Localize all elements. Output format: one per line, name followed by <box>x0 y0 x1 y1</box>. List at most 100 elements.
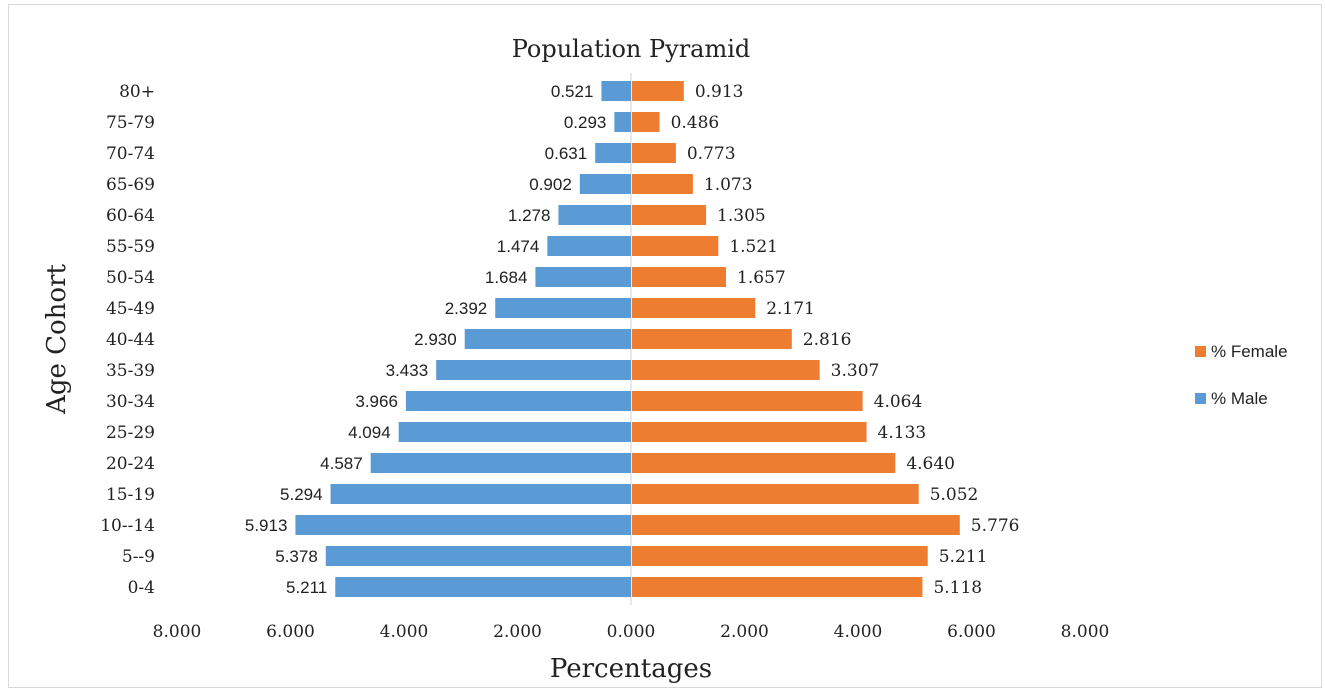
female-bar <box>632 422 867 442</box>
category-label: 35-39 <box>106 361 155 381</box>
x-tick-label: 6.000 <box>266 622 315 642</box>
male-data-label: 5.211 <box>286 578 327 597</box>
female-bar <box>632 143 676 163</box>
male-data-label: 4.094 <box>348 423 391 442</box>
female-data-label: 2.816 <box>803 330 852 350</box>
category-label: 20-24 <box>106 454 155 474</box>
chart-frame: Population Pyramid 80+ 0.521 0.913 75-79 0.29… <box>8 4 1322 688</box>
male-data-label: 1.474 <box>497 237 540 256</box>
female-data-label: 4.133 <box>878 423 927 443</box>
category-label: 80+ <box>119 82 155 102</box>
female-data-label: 1.521 <box>729 237 778 257</box>
male-bar <box>295 515 631 535</box>
male-data-label: 1.684 <box>485 268 528 287</box>
population-pyramid-chart: Population Pyramid 80+ 0.521 0.913 75-79 0.29… <box>42 35 1288 684</box>
chart-title: Population Pyramid <box>512 35 751 63</box>
male-data-label: 0.902 <box>529 175 572 194</box>
category-label: 65-69 <box>106 175 155 195</box>
male-data-label: 5.378 <box>275 547 318 566</box>
x-tick-label: 8.000 <box>153 622 202 642</box>
female-data-label: 5.118 <box>933 578 982 598</box>
category-label: 70-74 <box>106 144 155 164</box>
x-tick-label: 8.000 <box>1061 622 1110 642</box>
category-label: 45-49 <box>106 299 155 319</box>
x-tick-label: 0.000 <box>607 622 656 642</box>
male-bar <box>558 205 631 225</box>
male-bar <box>464 329 631 349</box>
category-label: 10--14 <box>100 516 155 536</box>
female-bar <box>632 329 792 349</box>
female-data-label: 0.913 <box>695 82 744 102</box>
female-bar <box>632 546 928 566</box>
x-tick-label: 4.000 <box>380 622 429 642</box>
x-tick-label: 6.000 <box>947 622 996 642</box>
female-data-label: 5.776 <box>971 516 1020 536</box>
male-data-label: 0.631 <box>545 144 588 163</box>
category-label: 40-44 <box>106 330 155 350</box>
female-data-label: 4.640 <box>906 454 955 474</box>
male-bar <box>595 143 631 163</box>
male-bar <box>535 267 631 287</box>
male-bar <box>547 236 631 256</box>
male-data-label: 0.293 <box>564 113 607 132</box>
female-data-label: 5.211 <box>939 547 988 567</box>
male-data-label: 4.587 <box>320 454 363 473</box>
category-label: 55-59 <box>106 237 155 257</box>
male-bar <box>370 453 631 473</box>
female-bar <box>632 267 727 287</box>
male-data-label: 1.278 <box>508 206 551 225</box>
female-bar <box>632 453 896 473</box>
male-data-label: 3.966 <box>355 392 398 411</box>
category-label: 5--9 <box>122 547 155 567</box>
y-axis-title: Age Cohort <box>42 264 72 415</box>
category-label: 15-19 <box>106 485 155 505</box>
female-data-label: 2.171 <box>766 299 815 319</box>
female-bar <box>632 484 919 504</box>
male-data-label: 2.392 <box>445 299 488 318</box>
legend-label: % Female <box>1211 342 1288 361</box>
female-bar <box>632 391 863 411</box>
category-label: 25-29 <box>106 423 155 443</box>
female-data-label: 5.052 <box>930 485 979 505</box>
male-data-label: 3.433 <box>386 361 429 380</box>
female-bar <box>632 81 684 101</box>
legend-swatch <box>1195 393 1206 404</box>
female-data-label: 1.657 <box>737 268 786 288</box>
male-data-label: 5.294 <box>280 485 323 504</box>
category-label: 75-79 <box>106 113 155 133</box>
female-data-label: 0.773 <box>687 144 736 164</box>
female-data-label: 1.305 <box>717 206 766 226</box>
male-bar <box>335 577 631 597</box>
legend-swatch <box>1195 346 1206 357</box>
male-data-label: 5.913 <box>245 516 288 535</box>
female-bar <box>632 515 960 535</box>
female-bar <box>632 360 820 380</box>
x-axis-title: Percentages <box>550 654 712 684</box>
female-data-label: 0.486 <box>671 113 720 133</box>
category-label: 0-4 <box>128 578 155 598</box>
male-bar <box>495 298 631 318</box>
male-bar <box>436 360 631 380</box>
male-bar <box>614 112 631 132</box>
female-bar <box>632 205 707 225</box>
female-bar <box>632 577 923 597</box>
x-tick-label: 2.000 <box>720 622 769 642</box>
male-bar <box>325 546 631 566</box>
male-bar <box>398 422 631 442</box>
legend-label: % Male <box>1211 389 1268 408</box>
female-bar <box>632 112 660 132</box>
male-bar <box>405 391 631 411</box>
female-bar <box>632 174 693 194</box>
female-bar <box>632 236 719 256</box>
male-bar <box>330 484 631 504</box>
male-bar <box>601 81 631 101</box>
male-data-label: 0.521 <box>551 82 594 101</box>
female-data-label: 1.073 <box>704 175 753 195</box>
category-label: 30-34 <box>106 392 155 412</box>
category-label: 60-64 <box>106 206 155 226</box>
male-bar <box>579 174 631 194</box>
male-data-label: 2.930 <box>414 330 457 349</box>
female-data-label: 3.307 <box>831 361 880 381</box>
x-tick-label: 4.000 <box>834 622 883 642</box>
x-tick-label: 2.000 <box>493 622 542 642</box>
